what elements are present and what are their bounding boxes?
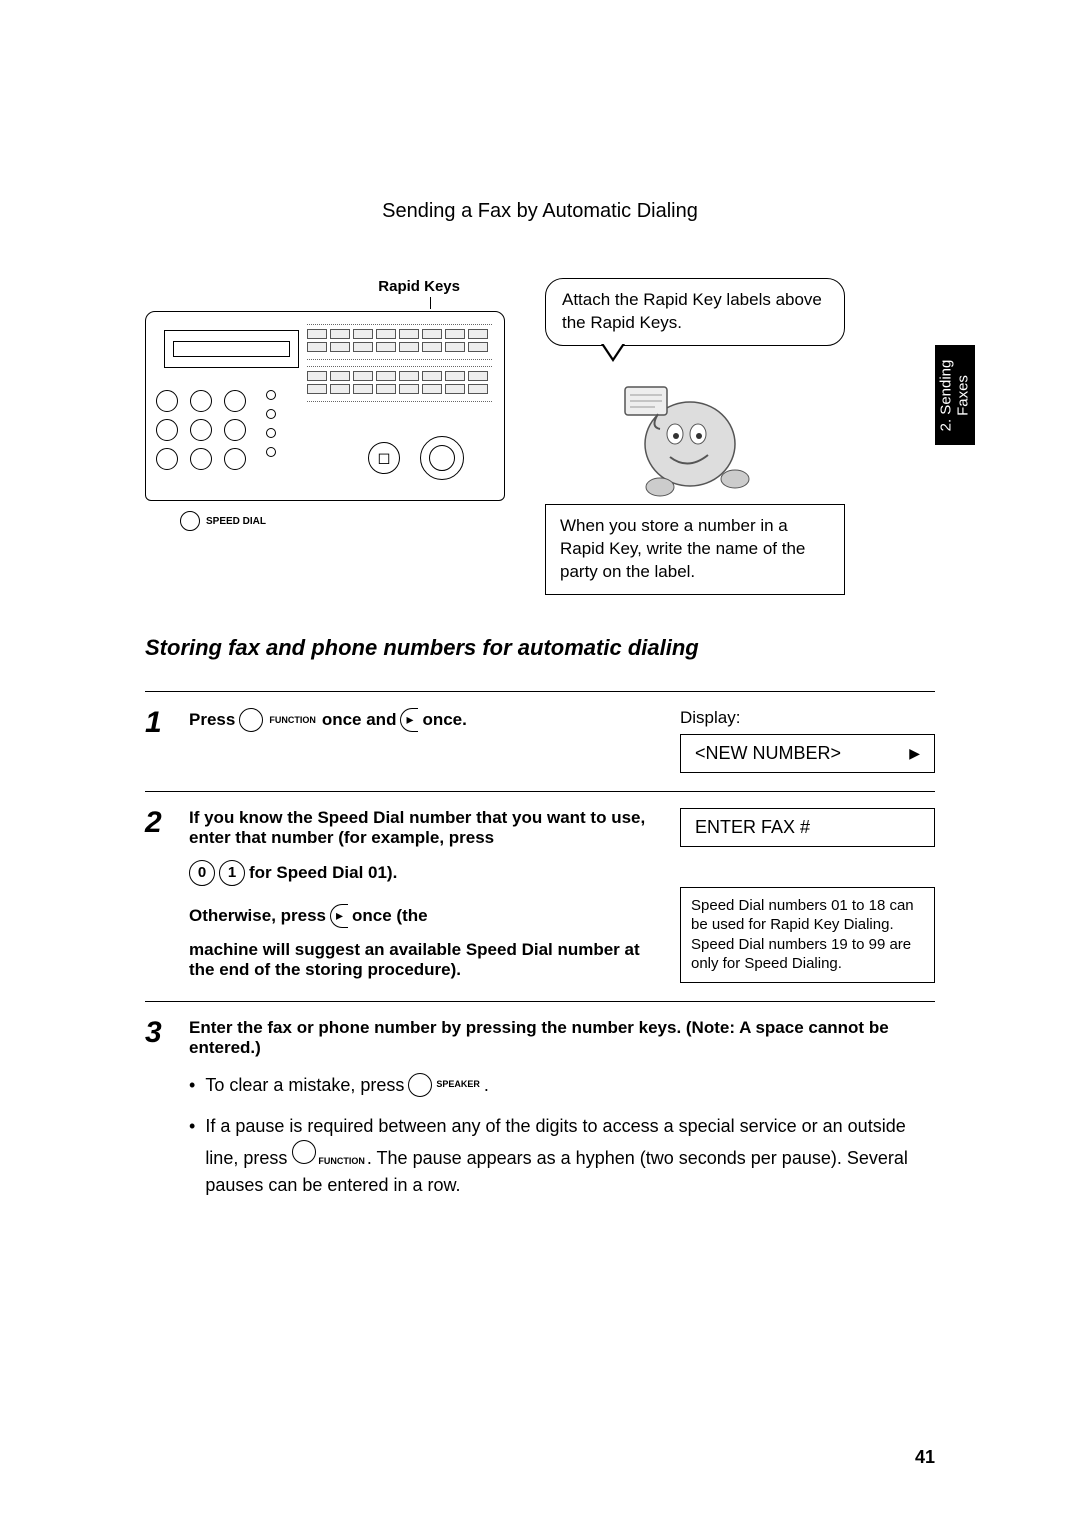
step-2-otherwise: Otherwise, press [189,906,326,926]
speed-dial-label: SPEED DIAL [206,516,266,527]
bubble-text: Attach the Rapid Key labels above the Ra… [562,290,822,332]
step-3-para-1: Enter the fax or phone number by pressin… [189,1018,935,1058]
function-label-2: FUNCTION [318,1156,365,1166]
speaker-button-icon [408,1073,432,1097]
stop-button-icon: ◻ [368,442,400,474]
page-header: Sending a Fax by Automatic Dialing [145,200,935,223]
section-title: Storing fax and phone numbers for automa… [145,635,935,661]
display-box-2: ENTER FAX # [680,808,935,847]
step-1-text-press: Press [189,710,235,730]
bullet-icon: • [189,1072,195,1099]
digit-0-icon: 0 [189,860,215,886]
rapid-key-grid [307,324,492,402]
side-tab: 2. Sending Faxes [935,345,975,445]
step-2-once-the: once (the [352,906,428,926]
function-button-icon-2 [292,1140,316,1164]
bullet-icon: • [189,1113,195,1199]
speech-bubble: Attach the Rapid Key labels above the Ra… [545,278,845,346]
side-tab-line2: Faxes [954,375,971,416]
digit-1-icon: 1 [219,860,245,886]
step-3-bullet-1b: . [484,1072,489,1099]
speed-dial-note: Speed Dial numbers 01 to 18 can be used … [680,887,935,983]
step-1-text-once-and: once and [322,710,397,730]
step-2-number: 2 [145,808,175,983]
mascot-illustration [570,354,790,504]
display-label: Display: [680,708,935,728]
speaker-label: SPEAKER [436,1078,480,1092]
step-3-bullet-1a: To clear a mistake, press [205,1072,404,1099]
right-arrow-button-icon: ▸ [400,708,418,732]
device-lcd [164,330,299,368]
note-box: When you store a number in a Rapid Key, … [545,504,845,595]
step-2-for-speed-dial: for Speed Dial 01). [249,863,397,883]
step-1-text-once: once. [422,710,466,730]
page-number: 41 [915,1447,935,1468]
start-button-icon [420,436,464,480]
display-value-1: <NEW NUMBER> [695,743,841,764]
display-value-2: ENTER FAX # [695,817,810,838]
step-3-number: 3 [145,1018,175,1213]
side-tab-line1: 2. Sending [938,359,955,431]
rapid-keys-label: Rapid Keys [145,278,515,295]
display-box-1: <NEW NUMBER> ▶ [680,734,935,773]
triangle-icon: ▶ [909,745,920,762]
speed-dial-icon [180,511,200,531]
right-arrow-button-icon-2: ▸ [330,904,348,928]
step-2-para-1: If you know the Speed Dial number that y… [189,808,651,848]
step-2-para-4: machine will suggest an available Speed … [189,940,651,980]
device-illustration: Rapid Keys [145,278,515,531]
function-label: FUNCTION [269,715,316,725]
step-1-number: 1 [145,708,175,773]
function-button-icon [239,708,263,732]
